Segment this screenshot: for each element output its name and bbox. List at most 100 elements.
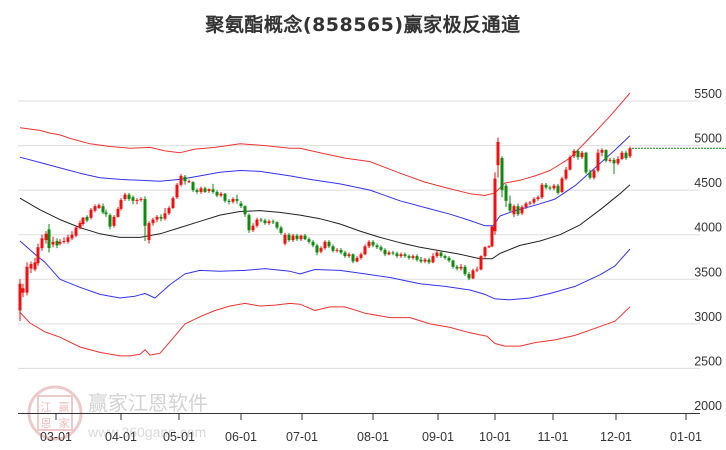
candle-up	[219, 191, 223, 198]
chart-title: 聚氨酯概念(858565)赢家极反通道	[205, 14, 521, 36]
y-tick-label: 3500	[694, 265, 722, 279]
candle-up	[74, 225, 78, 238]
candle-body	[195, 190, 199, 192]
candle-down	[47, 224, 51, 253]
candle-body	[62, 240, 66, 242]
candle-up	[524, 201, 528, 209]
x-tick-label: 09-01	[422, 430, 454, 444]
candle-up	[359, 252, 363, 260]
candle-body	[255, 219, 259, 226]
candle-up	[363, 244, 367, 256]
candle-down	[463, 265, 467, 276]
candle-body	[459, 266, 463, 269]
candle-body	[439, 252, 443, 257]
candle-up	[40, 234, 44, 251]
candle-down	[223, 192, 227, 203]
candle-down	[379, 245, 383, 252]
candle-body	[279, 227, 283, 233]
candle-up	[93, 204, 97, 213]
candle-down	[371, 240, 375, 248]
candle-down	[612, 158, 616, 175]
candle-body	[131, 197, 135, 201]
candle-up	[387, 250, 391, 256]
candle-down	[85, 215, 89, 223]
candle-up	[431, 253, 435, 264]
candle-up	[51, 236, 55, 248]
candle-body	[572, 150, 576, 157]
candle-up	[199, 186, 203, 194]
candle-up	[552, 183, 556, 191]
candle-up	[78, 220, 82, 230]
candle-down	[315, 243, 319, 256]
candle-up	[123, 192, 127, 201]
candle-down	[211, 183, 215, 194]
candle-down	[104, 209, 108, 217]
candle-down	[311, 240, 315, 248]
candle-up	[628, 146, 632, 159]
candle-up	[119, 198, 123, 211]
candle-body	[66, 237, 70, 242]
candle-up	[423, 257, 427, 264]
candle-up	[267, 219, 271, 225]
candle-body	[435, 252, 439, 257]
candle-body	[287, 234, 291, 241]
candle-body	[163, 213, 167, 219]
candle-down	[455, 265, 459, 271]
candle-down	[427, 257, 431, 265]
candle-body	[275, 222, 279, 228]
candle-body	[423, 259, 427, 262]
svg-text:赢: 赢	[59, 400, 70, 414]
candle-up	[171, 196, 175, 209]
candle-body	[455, 266, 459, 269]
candle-body	[143, 199, 147, 226]
candle-body	[568, 157, 572, 170]
candle-body	[616, 158, 620, 164]
watermark-brand: 赢家江恩软件	[88, 391, 208, 415]
candle-up	[29, 261, 33, 274]
candle-body	[167, 207, 171, 214]
candle-up	[520, 205, 524, 216]
candle-body	[147, 223, 151, 241]
candle-down	[375, 243, 379, 249]
channel-bands	[19, 92, 631, 357]
candle-down	[215, 190, 219, 198]
candle-up	[572, 149, 576, 159]
candle-down	[239, 200, 243, 208]
x-tick-label: 12-01	[600, 430, 632, 444]
candle-down	[576, 149, 580, 160]
candle-body	[183, 176, 187, 182]
candle-body	[55, 240, 59, 246]
candle-body	[540, 184, 544, 198]
candle-down	[287, 232, 291, 242]
candle-up	[536, 195, 540, 201]
candle-up	[147, 221, 151, 244]
candle-up	[560, 176, 564, 193]
grid-lines: 5500 5000 4500 4000 3500 3000 2500 2000	[18, 87, 722, 413]
candle-up	[81, 216, 85, 226]
candle-up	[251, 223, 255, 233]
candle-body	[108, 215, 112, 227]
x-tick-label: 03-01	[40, 430, 72, 444]
x-tick-label: 05-01	[163, 430, 195, 444]
candle-up	[25, 262, 29, 296]
candle-body	[179, 175, 183, 185]
candle-body	[159, 216, 163, 219]
candle-body	[596, 152, 600, 171]
candle-body	[227, 200, 231, 202]
candle-body	[451, 260, 455, 267]
candle-body	[383, 249, 387, 255]
axes: 03-01 04-01 05-01 06-01 07-01 08-01 09-01 10-01…	[18, 413, 702, 444]
candle-body	[335, 249, 339, 251]
candle-body	[47, 229, 51, 249]
candle-body	[247, 215, 251, 231]
candle-body	[44, 233, 48, 241]
candle-body	[415, 256, 419, 260]
candle-body	[101, 206, 105, 213]
candle-up	[479, 255, 483, 271]
candle-up	[568, 155, 572, 171]
band-lower_outer	[19, 302, 631, 357]
candle-down	[556, 183, 560, 195]
candle-up	[355, 256, 359, 263]
y-tick-label: 5000	[694, 132, 722, 146]
